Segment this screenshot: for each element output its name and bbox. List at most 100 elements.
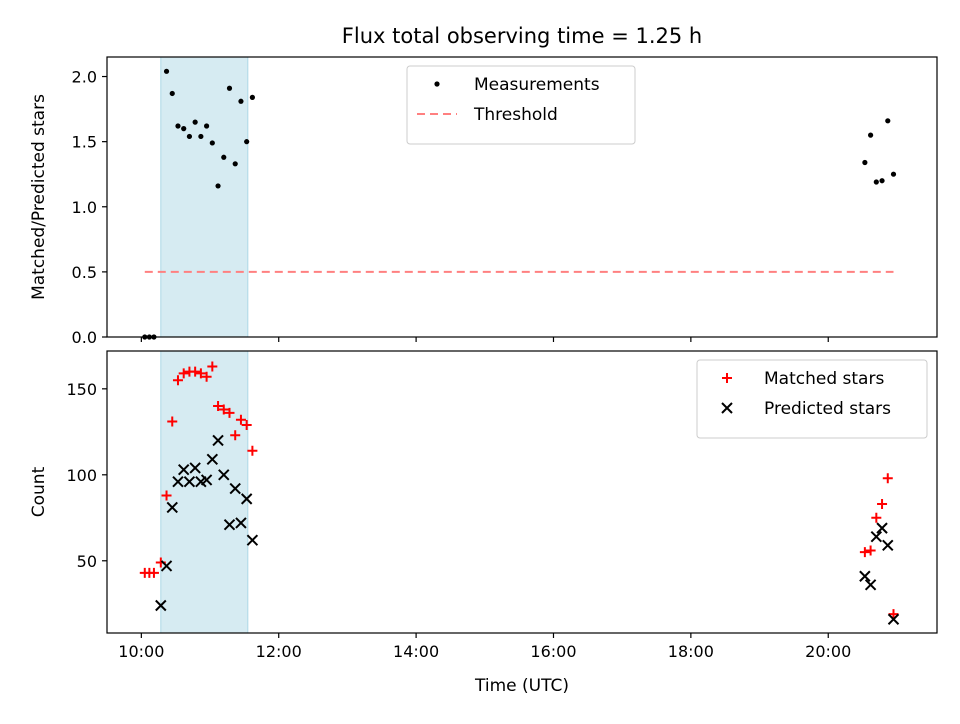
data-point (890, 171, 897, 177)
legend-marker (722, 373, 732, 383)
data-point (209, 140, 215, 146)
series-matched-stars (139, 361, 899, 620)
data-point (177, 463, 190, 476)
y-axis-label: Count (29, 466, 49, 517)
data-point (215, 183, 221, 189)
data-point (868, 132, 874, 138)
data-point (888, 609, 899, 620)
data-point (238, 98, 244, 104)
chart-title: Flux total observing time = 1.25 h (342, 24, 702, 48)
data-point (229, 482, 241, 495)
data-point (246, 534, 259, 546)
x-tick-label: 10:00 (118, 642, 164, 661)
data-point (195, 368, 206, 379)
data-point (230, 430, 241, 441)
legend-label: Predicted stars (764, 399, 891, 419)
data-point (218, 469, 230, 481)
data-point (859, 547, 870, 558)
data-point (155, 599, 167, 612)
legend-label: Matched stars (764, 369, 884, 389)
x-tick-label: 20:00 (805, 642, 851, 661)
x-axis-label: Time (UTC) (474, 676, 569, 696)
ratio-panel: 0.0 0.5 1.0 1.5 2.0 Matched/Predicted stars Me… (29, 56, 938, 347)
data-point (223, 518, 236, 531)
data-point (212, 434, 224, 447)
y-tick-label: 1.0 (72, 198, 97, 217)
data-point (148, 567, 159, 578)
data-point (198, 133, 204, 140)
y-tick-label: 1.5 (72, 133, 97, 152)
data-point (244, 139, 250, 145)
data-point (201, 371, 212, 382)
data-point (241, 419, 252, 430)
data-point (192, 119, 198, 125)
legend-label: Threshold (473, 105, 558, 125)
data-point (870, 530, 883, 543)
series-measurements (142, 68, 897, 340)
data-point (221, 154, 227, 160)
data-point (235, 517, 247, 529)
count-panel: 50 100 150 10:00 12:00 14:00 16:00 18:00 20:00 Co… (29, 350, 938, 661)
x-tick-label: 14:00 (393, 642, 439, 661)
data-point (190, 366, 201, 377)
data-point (167, 416, 178, 427)
data-point (882, 473, 893, 484)
data-point (181, 126, 187, 132)
data-point (178, 368, 189, 379)
data-point (864, 579, 877, 591)
data-point (186, 133, 193, 140)
legend-label: Measurements (474, 75, 600, 95)
data-point (887, 613, 900, 625)
data-point (876, 522, 888, 534)
data-point (871, 512, 882, 523)
x-tick-label: 12:00 (256, 642, 302, 661)
data-point (213, 401, 224, 412)
data-point (862, 159, 868, 166)
data-point (200, 474, 213, 486)
plot-frame (106, 350, 938, 634)
y-tick-label: 100 (66, 466, 97, 485)
data-point (885, 118, 891, 124)
data-point (247, 445, 258, 456)
shaded-span (160, 350, 249, 634)
data-point (873, 179, 879, 185)
data-point (175, 123, 181, 129)
data-point (160, 560, 173, 572)
data-point (249, 94, 255, 100)
y-tick-label: 50 (77, 552, 97, 571)
data-point (161, 490, 172, 501)
data-point (172, 375, 183, 386)
y-tick-label: 0.0 (72, 328, 97, 347)
data-point (224, 407, 235, 418)
data-point (163, 68, 170, 74)
data-point (240, 493, 253, 505)
data-point (204, 123, 210, 129)
data-point (859, 570, 871, 582)
legend-marker (721, 402, 733, 414)
data-point (166, 501, 178, 514)
shaded-span (160, 56, 249, 338)
series-predicted-stars (155, 434, 900, 625)
y-tick-label: 2.0 (72, 68, 97, 87)
data-point (232, 161, 238, 167)
plot-frame (106, 56, 938, 338)
y-axis-label: Matched/Predicted stars (29, 94, 49, 300)
legend-box (696, 359, 928, 439)
x-tick-label: 16:00 (530, 642, 576, 661)
data-point (207, 361, 218, 372)
data-point (189, 462, 201, 474)
data-point (172, 475, 184, 488)
legend-box (406, 65, 636, 145)
data-point (235, 414, 246, 425)
data-point (226, 85, 233, 91)
x-tick-label: 18:00 (668, 642, 714, 661)
data-point (882, 539, 894, 552)
y-tick-label: 150 (66, 380, 97, 399)
data-point (218, 404, 229, 415)
y-tick-label: 0.5 (72, 263, 97, 282)
data-point (865, 545, 876, 556)
data-point (877, 499, 888, 510)
data-point (183, 475, 196, 488)
data-point (206, 453, 219, 466)
